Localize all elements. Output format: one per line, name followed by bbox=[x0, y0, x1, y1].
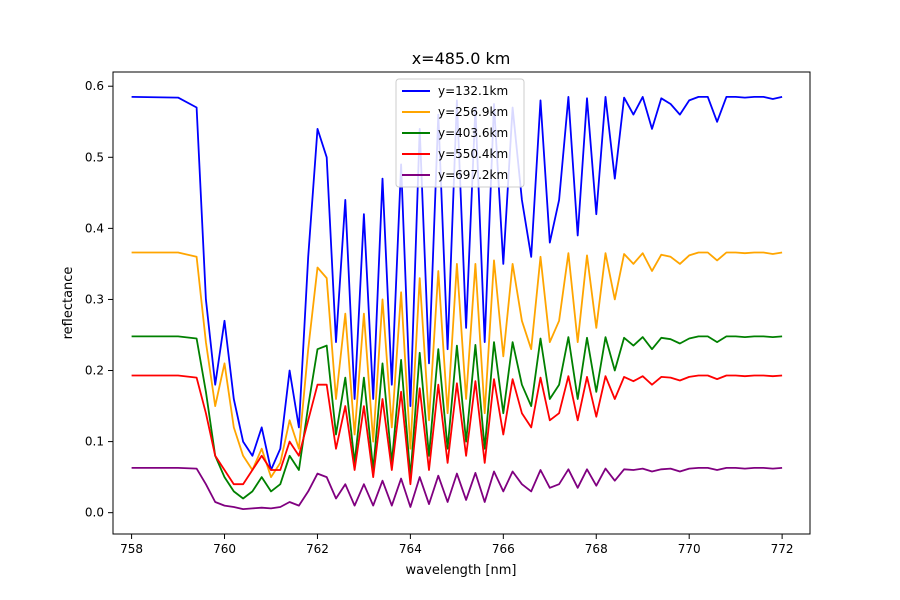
legend: y=132.1km y=256.9km y=403.6km y=550.4km y=69… bbox=[395, 78, 525, 188]
series-line-4 bbox=[131, 374, 783, 486]
y-tick-label: 0.4 bbox=[85, 221, 104, 235]
x-tick-label: 764 bbox=[399, 542, 422, 556]
x-axis-label: wavelength [nm] bbox=[406, 563, 517, 578]
series-group bbox=[131, 96, 783, 511]
plot-area-frame bbox=[112, 71, 811, 535]
y-tick-label: 0.0 bbox=[85, 506, 104, 520]
x-tick-label: 766 bbox=[492, 542, 515, 556]
legend-box bbox=[395, 78, 525, 188]
x-tick-label: 772 bbox=[771, 542, 794, 556]
legend-entry-4: y=550.4km bbox=[438, 147, 508, 161]
chart-title: x=485.0 km bbox=[412, 49, 511, 68]
series-line-3 bbox=[131, 335, 783, 500]
legend-entry-5: y=697.2km bbox=[438, 168, 508, 182]
x-tick-label: 762 bbox=[306, 542, 329, 556]
legend-entry-2: y=256.9km bbox=[438, 105, 508, 119]
y-axis-ticks: 0.0 0.1 0.2 0.3 0.4 0.5 0.6 bbox=[85, 79, 113, 520]
legend-entry-1: y=132.1km bbox=[438, 84, 508, 98]
series-line-1 bbox=[131, 96, 783, 471]
y-axis-label: reflectance bbox=[61, 267, 76, 340]
y-tick-label: 0.1 bbox=[85, 435, 104, 449]
y-tick-label: 0.2 bbox=[85, 364, 104, 378]
x-tick-label: 770 bbox=[678, 542, 701, 556]
x-tick-label: 760 bbox=[213, 542, 236, 556]
x-tick-label: 768 bbox=[585, 542, 608, 556]
y-tick-label: 0.5 bbox=[85, 150, 104, 164]
series-line-5 bbox=[131, 466, 783, 511]
x-tick-label: 758 bbox=[120, 542, 143, 556]
x-axis-ticks: 758 760 762 764 766 768 770 772 bbox=[120, 534, 794, 556]
series-line-2 bbox=[131, 251, 783, 479]
y-tick-label: 0.3 bbox=[85, 292, 104, 306]
legend-entry-3: y=403.6km bbox=[438, 126, 508, 140]
y-tick-label: 0.6 bbox=[85, 79, 104, 93]
